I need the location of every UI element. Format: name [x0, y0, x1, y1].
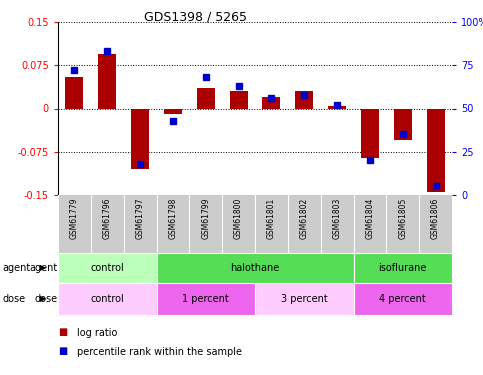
Text: GDS1398 / 5265: GDS1398 / 5265	[144, 10, 247, 23]
Text: control: control	[90, 263, 124, 273]
Bar	[156, 253, 354, 283]
Text: isoflurane: isoflurane	[379, 263, 427, 273]
Text: GSM61797: GSM61797	[136, 198, 144, 239]
Bar	[131, 108, 149, 169]
Bar	[262, 97, 281, 108]
Text: 3 percent: 3 percent	[281, 294, 327, 304]
Text: halothane: halothane	[230, 263, 280, 273]
Text: GSM61779: GSM61779	[70, 198, 79, 239]
Text: GSM61800: GSM61800	[234, 198, 243, 239]
Bar	[98, 54, 116, 108]
Bar	[164, 108, 182, 114]
Bar	[394, 108, 412, 140]
Text: GSM61802: GSM61802	[300, 198, 309, 239]
Text: dose: dose	[35, 294, 58, 304]
Text: GSM61799: GSM61799	[201, 198, 210, 239]
Text: 4 percent: 4 percent	[379, 294, 426, 304]
Text: GSM61803: GSM61803	[333, 198, 341, 239]
Bar	[197, 88, 215, 108]
Text: ■: ■	[58, 327, 67, 338]
Bar	[354, 253, 452, 283]
Bar	[295, 91, 313, 108]
Bar	[328, 106, 346, 108]
Bar	[65, 77, 84, 108]
Bar	[255, 283, 354, 315]
Text: GSM61806: GSM61806	[431, 198, 440, 239]
Bar	[58, 253, 156, 283]
Text: GSM61798: GSM61798	[169, 198, 177, 239]
Text: ■: ■	[58, 346, 67, 356]
Bar	[361, 108, 379, 158]
Text: GSM61801: GSM61801	[267, 198, 276, 239]
Text: 1 percent: 1 percent	[183, 294, 229, 304]
Bar	[354, 283, 452, 315]
Text: GSM61804: GSM61804	[366, 198, 374, 239]
Text: GSM61796: GSM61796	[103, 198, 112, 239]
Text: ▶: ▶	[40, 264, 46, 273]
Bar	[58, 283, 156, 315]
Text: log ratio: log ratio	[77, 328, 118, 338]
Bar	[426, 108, 445, 192]
Text: control: control	[90, 294, 124, 304]
Text: dose: dose	[2, 294, 26, 304]
Bar	[229, 91, 248, 108]
Bar	[156, 283, 255, 315]
Text: ▶: ▶	[40, 294, 46, 303]
Text: GSM61805: GSM61805	[398, 198, 407, 239]
Text: percentile rank within the sample: percentile rank within the sample	[77, 347, 242, 357]
Text: agent: agent	[2, 263, 30, 273]
Text: agent: agent	[30, 263, 58, 273]
